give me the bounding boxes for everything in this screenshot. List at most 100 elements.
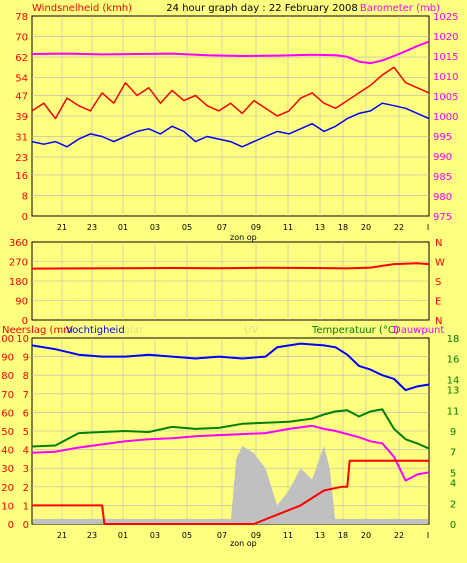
- x-tick-label: 03: [150, 531, 160, 540]
- compass-label: N: [435, 238, 442, 249]
- humidity-line: [31, 342, 430, 392]
- barometer-y-tick: 980: [433, 192, 452, 203]
- x-tick-label: 05: [182, 531, 192, 540]
- wind-y-tick: 8: [22, 191, 28, 202]
- rain-pct-y-tick: 100: [0, 334, 14, 345]
- x-tick-label: 13: [315, 531, 325, 540]
- x-tick-label: 05: [182, 223, 192, 232]
- x-tick-label: 20: [361, 223, 371, 232]
- wind-y-tick: 39: [15, 112, 28, 123]
- rain-pct-y-tick: 60: [1, 408, 14, 419]
- temp-y-tick: 2: [450, 499, 456, 510]
- barometer-y-tick: 1005: [433, 92, 458, 103]
- x-tick-label: 07: [217, 223, 227, 232]
- humidity-axis-title: Vochtigheid: [66, 325, 125, 336]
- rain-mm-y-tick: 8: [23, 371, 29, 382]
- x-tick-label: 07: [217, 531, 227, 540]
- wind-y-tick: 16: [15, 171, 28, 182]
- climate-grid: [32, 338, 429, 524]
- rain-pct-y-tick: 70: [1, 390, 14, 401]
- wind-y-tick: 70: [15, 33, 28, 44]
- rain-pct-y-tick: 0: [8, 520, 14, 531]
- compass-label: S: [435, 277, 441, 288]
- rain-mm-y-tick: 6: [23, 408, 29, 419]
- barometer-line: [31, 40, 430, 65]
- wind-grid: [32, 16, 429, 216]
- solar-area: [230, 445, 336, 524]
- temp-y-tick: 11: [447, 406, 460, 417]
- wind-series: [31, 40, 430, 148]
- direction-series: [31, 262, 430, 270]
- temp-y-tick: 13: [447, 386, 460, 397]
- gust-line: [31, 102, 430, 148]
- wind-y-tick: 0: [22, 212, 28, 223]
- rain-pct-y-tick: 30: [1, 464, 14, 475]
- x-tick-label: 09: [251, 223, 261, 232]
- rain-pct-y-tick: 40: [1, 446, 14, 457]
- x-tick-label: 23: [87, 531, 97, 540]
- x-tick-label: 20: [361, 531, 371, 540]
- barometer-y-tick: 1010: [433, 72, 458, 83]
- barometer-y-tick: 990: [433, 152, 452, 163]
- wind-y-tick: 31: [15, 133, 28, 144]
- direction-y-tick: 90: [15, 297, 28, 308]
- direction-y-tick: 180: [9, 277, 28, 288]
- x-tick-label: 13: [315, 223, 325, 232]
- direction-y-tick: 270: [9, 258, 28, 269]
- temp-y-tick: 7: [450, 448, 456, 459]
- wind-y-tick: 78: [15, 12, 28, 23]
- wind-y-tick: 62: [15, 53, 28, 64]
- x-tick-label: 18: [338, 223, 348, 232]
- dewpoint-line: [31, 424, 430, 482]
- barometer-y-tick: 1025: [433, 12, 458, 23]
- barometer-y-tick: 1015: [433, 52, 458, 63]
- barometer-y-tick: 985: [433, 172, 452, 183]
- solar-baseline: [33, 519, 428, 524]
- x-tick-label: 09: [251, 531, 261, 540]
- rain-mm-y-tick: 7: [23, 390, 29, 401]
- temperature-line: [31, 408, 430, 450]
- barometer-y-tick: 995: [433, 132, 452, 143]
- temp-y-tick: 14: [447, 375, 460, 386]
- wind-axis-title: Windsnelheid (kmh): [32, 3, 132, 14]
- tick-labels: 21 23 01 03 05 07 09 11 13 18 20 22 I081623313947546…: [0, 12, 459, 540]
- rain-mm-y-tick: 3: [23, 464, 29, 475]
- direction-y-tick: 0: [22, 316, 28, 327]
- temp-y-tick: 0: [450, 520, 456, 531]
- x-tick-label: 01: [118, 223, 128, 232]
- solar-axis-title: olar: [124, 325, 144, 336]
- temperature-axis-title: Temperatuur (°C): [311, 325, 399, 336]
- wind-y-tick: 47: [15, 91, 28, 102]
- rain-mm-y-tick: 5: [23, 427, 29, 438]
- rain-mm-y-tick: 0: [23, 520, 29, 531]
- x-tick-label: I: [427, 531, 429, 540]
- rain-pct-y-tick: 50: [1, 427, 14, 438]
- x-tick-label: 18: [338, 531, 348, 540]
- wind-y-tick: 54: [15, 74, 28, 85]
- barometer-y-tick: 975: [433, 212, 452, 223]
- sunrise-note-bottom: zon op: [230, 539, 257, 548]
- temp-y-tick: 18: [447, 334, 460, 345]
- rain-mm-y-tick: 2: [23, 483, 29, 494]
- x-tick-label: 23: [87, 223, 97, 232]
- x-tick-label: 21: [57, 531, 67, 540]
- temp-y-tick: 9: [450, 427, 456, 438]
- direction-grid: [32, 242, 429, 320]
- rain-mm-y-tick: 10: [16, 334, 29, 345]
- wind-line: [31, 66, 430, 120]
- uv-axis-title: UV: [244, 325, 258, 336]
- chart-title: 24 hour graph day : 22 February 2008: [166, 3, 357, 14]
- temp-y-tick: 16: [447, 355, 460, 366]
- rain-mm-y-tick: 4: [23, 446, 29, 457]
- direction-line: [31, 262, 430, 270]
- rain-pct-y-tick: 10: [1, 501, 14, 512]
- rain-mm-y-tick: 1: [23, 501, 29, 512]
- temp-y-tick: 4: [450, 479, 456, 490]
- rain-line: [32, 459, 429, 525]
- x-tick-label: I: [427, 223, 429, 232]
- x-tick-label: 22: [394, 223, 404, 232]
- compass-label: E: [435, 297, 441, 308]
- barometer-y-tick: 1020: [433, 32, 458, 43]
- barometer-axis-title: Barometer (mb): [360, 3, 440, 14]
